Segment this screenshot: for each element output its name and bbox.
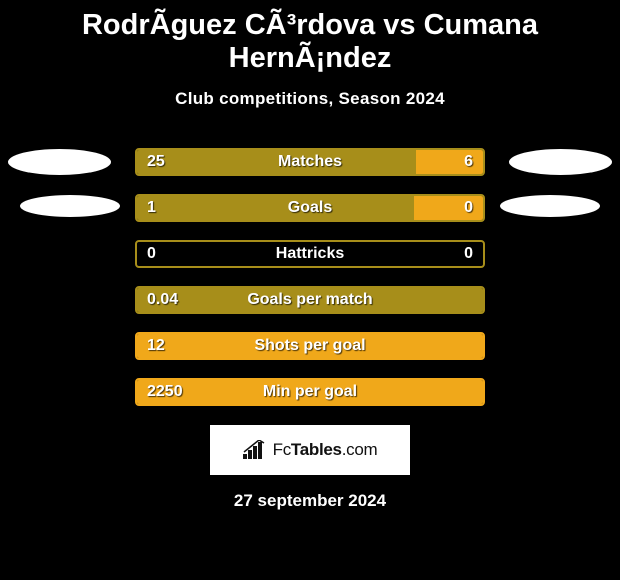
player-right-marker <box>500 195 600 217</box>
page-title: RodrÃ­guez CÃ³rdova vs Cumana HernÃ¡ndez <box>0 0 620 75</box>
stat-label: Min per goal <box>263 383 357 401</box>
footer-date: 27 september 2024 <box>0 491 620 511</box>
stat-left-value: 25 <box>147 153 165 171</box>
stat-label: Goals per match <box>247 291 372 309</box>
stat-row: 12 Shots per goal <box>0 333 620 363</box>
logo-text-bold: Tables <box>291 440 342 459</box>
logo-text-suffix: .com <box>342 440 378 459</box>
comparison-chart: 25 6 Matches 1 0 Goals 0 0 Hattricks 0.04 Goals pe… <box>0 149 620 409</box>
player-left-marker <box>20 195 120 217</box>
stat-row: 1 0 Goals <box>0 195 620 225</box>
stat-left-value: 1 <box>147 199 156 217</box>
stat-row: 0.04 Goals per match <box>0 287 620 317</box>
bar-chart-icon <box>243 440 269 460</box>
stat-bar: 12 Shots per goal <box>135 332 485 360</box>
stat-left-value: 12 <box>147 337 165 355</box>
stat-label: Hattricks <box>276 245 344 263</box>
logo-text: FcTables.com <box>273 440 378 460</box>
stat-row: 25 6 Matches <box>0 149 620 179</box>
page-subtitle: Club competitions, Season 2024 <box>0 89 620 109</box>
stat-left-value: 0 <box>147 245 156 263</box>
stat-bar-left-fill <box>137 150 416 174</box>
stat-left-value: 2250 <box>147 383 183 401</box>
player-left-marker <box>8 149 111 175</box>
stat-right-value: 0 <box>464 199 473 217</box>
stat-bar: 1 0 Goals <box>135 194 485 222</box>
fctables-logo: FcTables.com <box>210 425 410 475</box>
stat-bar: 2250 Min per goal <box>135 378 485 406</box>
stat-right-value: 0 <box>464 245 473 263</box>
logo-text-prefix: Fc <box>273 440 291 459</box>
stat-bar: 0.04 Goals per match <box>135 286 485 314</box>
stat-left-value: 0.04 <box>147 291 178 309</box>
stat-row: 0 0 Hattricks <box>0 241 620 271</box>
stat-row: 2250 Min per goal <box>0 379 620 409</box>
stat-label: Goals <box>288 199 332 217</box>
stat-right-value: 6 <box>464 153 473 171</box>
stat-bar: 0 0 Hattricks <box>135 240 485 268</box>
stat-bar: 25 6 Matches <box>135 148 485 176</box>
stat-label: Matches <box>278 153 342 171</box>
stat-bar-left-fill <box>137 196 414 220</box>
stat-label: Shots per goal <box>254 337 365 355</box>
player-right-marker <box>509 149 612 175</box>
